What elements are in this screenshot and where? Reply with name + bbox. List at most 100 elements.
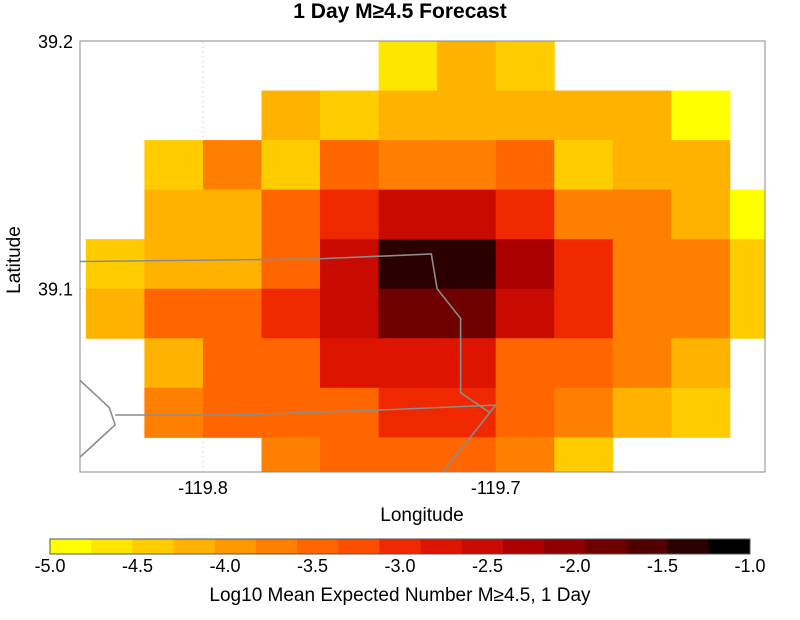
heatmap-cell (729, 239, 766, 290)
heatmap-cell (320, 437, 380, 473)
heatmap-cell (378, 90, 438, 141)
y-tick-label: 39.2 (38, 32, 73, 52)
colorbar-swatch (255, 539, 298, 554)
heatmap-cell (554, 437, 614, 473)
heatmap-cell (495, 288, 555, 339)
colorbar-tick-label: -2.0 (559, 556, 590, 576)
colorbar-border (49, 538, 751, 555)
heatmap-cell (202, 189, 262, 240)
y-tick-labels: 39.1 39.2 (38, 32, 73, 300)
heatmap-cell (554, 387, 614, 438)
colorbar-tick-labels: -5.0 -4.5 -4.0 -3.5 -3.0 -2.5 -2.0 -1.5 -1.0 (34, 556, 765, 576)
heatmap-cell (85, 239, 145, 290)
heatmap-cell (437, 288, 497, 339)
heatmap-cell (437, 239, 497, 290)
heatmap-cell (320, 387, 380, 438)
heatmap-cell (261, 338, 321, 389)
heatmap-cell (261, 189, 321, 240)
heatmap-cell (554, 338, 614, 389)
heatmap-cell (437, 41, 497, 92)
heatmap-cell (729, 189, 766, 240)
colorbar (49, 538, 751, 555)
colorbar-swatch (379, 539, 422, 554)
heatmap-cell (378, 387, 438, 438)
heatmap-cells (85, 41, 766, 473)
heatmap-cell (612, 338, 672, 389)
plot-border (79, 40, 766, 473)
colorbar-tick-label: -1.0 (734, 556, 765, 576)
x-axis-label: Longitude (380, 505, 463, 526)
heatmap-cell (612, 90, 672, 141)
heatmap-cell (144, 387, 204, 438)
heatmap-cell (144, 239, 204, 290)
colorbar-swatch (420, 539, 463, 554)
heatmap-cell (612, 189, 672, 240)
heatmap-cell (320, 90, 380, 141)
heatmap-cell (144, 288, 204, 339)
heatmap-cell (320, 288, 380, 339)
heatmap-cell (378, 140, 438, 191)
colorbar-tick-label: -3.0 (384, 556, 415, 576)
heatmap-cell (495, 239, 555, 290)
heatmap-cell (437, 189, 497, 240)
colorbar-swatch (502, 539, 545, 554)
heatmap-cell (495, 189, 555, 240)
heatmap-cell (554, 239, 614, 290)
heatmap-cell (378, 437, 438, 473)
heatmap-cell (261, 437, 321, 473)
colorbar-swatch (338, 539, 380, 554)
colorbar-swatch (544, 539, 586, 554)
heatmap-cell (85, 288, 145, 339)
heatmap-cell (495, 90, 555, 141)
heatmap-cell (495, 387, 555, 438)
heatmap-cell (202, 387, 262, 438)
heatmap-cell (202, 338, 262, 389)
x-tick-label: -119.8 (178, 478, 228, 498)
colorbar-tick-label: -5.0 (34, 556, 65, 576)
colorbar-tick-label: -1.5 (647, 556, 678, 576)
heatmap-cell (261, 90, 321, 141)
heatmap-cell (671, 239, 731, 290)
heatmap-cell (144, 338, 204, 389)
heatmap-cell (320, 189, 380, 240)
x-tick-label: -119.7 (471, 478, 521, 498)
heatmap-cell (202, 140, 262, 191)
heatmap-cell (320, 239, 380, 290)
heatmap-cell (554, 189, 614, 240)
heatmap-cell (202, 239, 262, 290)
border-3 (115, 404, 498, 473)
y-axis-label: Latitude (4, 226, 25, 294)
border-lines (79, 253, 498, 473)
colorbar-label: Log10 Mean Expected Number M≥4.5, 1 Day (209, 585, 591, 606)
heatmap-cell (437, 90, 497, 141)
heatmap-cell (612, 288, 672, 339)
colorbar-tick-label: -3.5 (297, 556, 328, 576)
heatmap-cell (671, 189, 731, 240)
colorbar-swatch (585, 539, 627, 554)
colorbar-swatch (461, 539, 504, 554)
y-tick-label: 39.1 (38, 280, 73, 300)
heatmap-cell (261, 140, 321, 191)
heatmap-cell (437, 140, 497, 191)
colorbar-tick-label: -2.5 (472, 556, 503, 576)
colorbar-swatch (708, 539, 751, 554)
heatmap-cell (202, 288, 262, 339)
heatmap-cell (671, 90, 731, 141)
heatmap-cell (554, 288, 614, 339)
heatmap-cell (320, 338, 380, 389)
heatmap-cell (729, 288, 766, 339)
heatmap-cell (144, 140, 204, 191)
chart-title: 1 Day M≥4.5 Forecast (293, 0, 506, 23)
heatmap-cell (671, 338, 731, 389)
colorbar-swatch (667, 539, 710, 554)
colorbar-swatch (297, 539, 339, 554)
colorbar-tick-label: -4.0 (209, 556, 240, 576)
x-tick-labels: -119.8 -119.7 (178, 478, 520, 498)
heatmap-cell (671, 288, 731, 339)
heatmap-cell (378, 338, 438, 389)
colorbar-tick-label: -4.5 (122, 556, 153, 576)
heatmap-cell (495, 338, 555, 389)
heatmap-cell (437, 387, 497, 438)
heatmap-cell (612, 387, 672, 438)
